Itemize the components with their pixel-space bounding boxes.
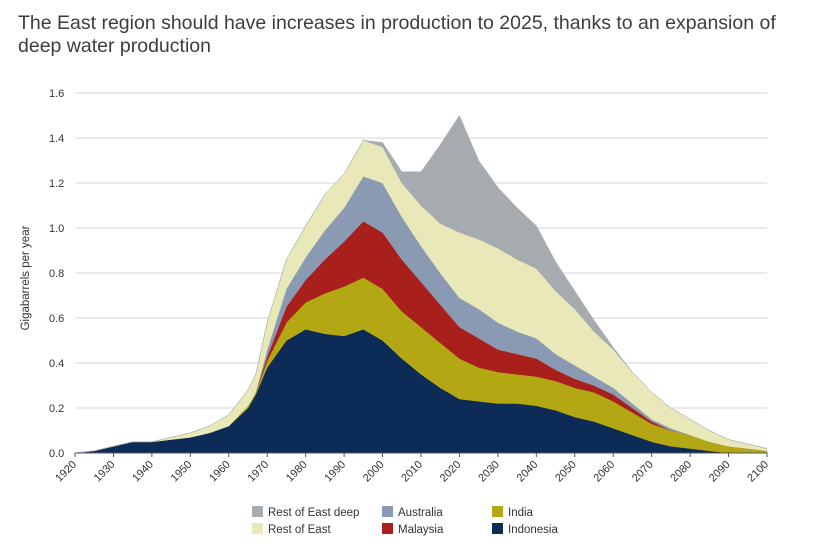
- legend-swatch: [382, 506, 393, 517]
- y-axis-ticks: 0.0 0.2 0.4 0.6 0.8 1.0 1.2 1.4 1.6: [49, 88, 64, 460]
- x-tick-label: 2060: [592, 459, 618, 485]
- x-tick-label: 1990: [322, 459, 348, 485]
- legend-label: India: [508, 507, 534, 519]
- legend-label: Rest of East deep: [268, 507, 359, 519]
- x-tick-label: 2050: [553, 459, 579, 485]
- x-tick-label: 1930: [92, 459, 118, 485]
- area-rest-of-east-deep: [74, 114, 768, 454]
- y-tick-label: 0.4: [49, 358, 64, 370]
- legend: Rest of East deep Australia India Rest of E…: [252, 506, 558, 536]
- x-tick-label: 1970: [246, 459, 272, 485]
- y-tick-label: 1.0: [49, 223, 64, 235]
- x-tick-label: 1960: [207, 459, 233, 485]
- y-tick-label: 1.2: [49, 178, 64, 190]
- x-tick-label: 2030: [476, 459, 502, 485]
- x-tick-label: 2000: [361, 459, 387, 485]
- legend-swatch: [252, 523, 263, 534]
- x-tick-label: 2090: [707, 459, 733, 485]
- legend-label: Australia: [398, 507, 443, 519]
- legend-swatch: [252, 506, 263, 517]
- y-tick-label: 0.2: [49, 403, 64, 415]
- x-tick-label: 2080: [668, 459, 694, 485]
- x-tick-label: 2040: [515, 459, 541, 485]
- x-tick-label: 1920: [53, 459, 79, 485]
- legend-label: Rest of East: [268, 524, 331, 536]
- x-axis-ticks: 1920 1930 1940 1950 1960 1970 1980 1990 2000 2010…: [53, 453, 771, 484]
- x-tick-label: 2020: [438, 459, 464, 485]
- x-tick-label: 2010: [399, 459, 425, 485]
- area-layers: [74, 114, 768, 454]
- y-axis-label: Gigabarrels per year: [20, 225, 32, 330]
- y-tick-label: 0.6: [49, 313, 64, 325]
- y-tick-label: 0.0: [49, 448, 64, 460]
- x-tick-label: 2070: [630, 459, 656, 485]
- x-tick-label: 1950: [169, 459, 195, 485]
- legend-label: Indonesia: [508, 524, 558, 536]
- legend-label: Malaysia: [398, 524, 444, 536]
- y-tick-label: 1.6: [49, 88, 64, 100]
- legend-swatch: [492, 506, 503, 517]
- x-tick-label: 1940: [130, 459, 156, 485]
- y-tick-label: 1.4: [49, 133, 64, 145]
- y-tick-label: 0.8: [49, 268, 64, 280]
- legend-swatch: [382, 523, 393, 534]
- x-tick-label: 2100: [745, 459, 771, 485]
- legend-swatch: [492, 523, 503, 534]
- page-title: The East region should have increases in…: [18, 12, 776, 57]
- x-tick-label: 1980: [284, 459, 310, 485]
